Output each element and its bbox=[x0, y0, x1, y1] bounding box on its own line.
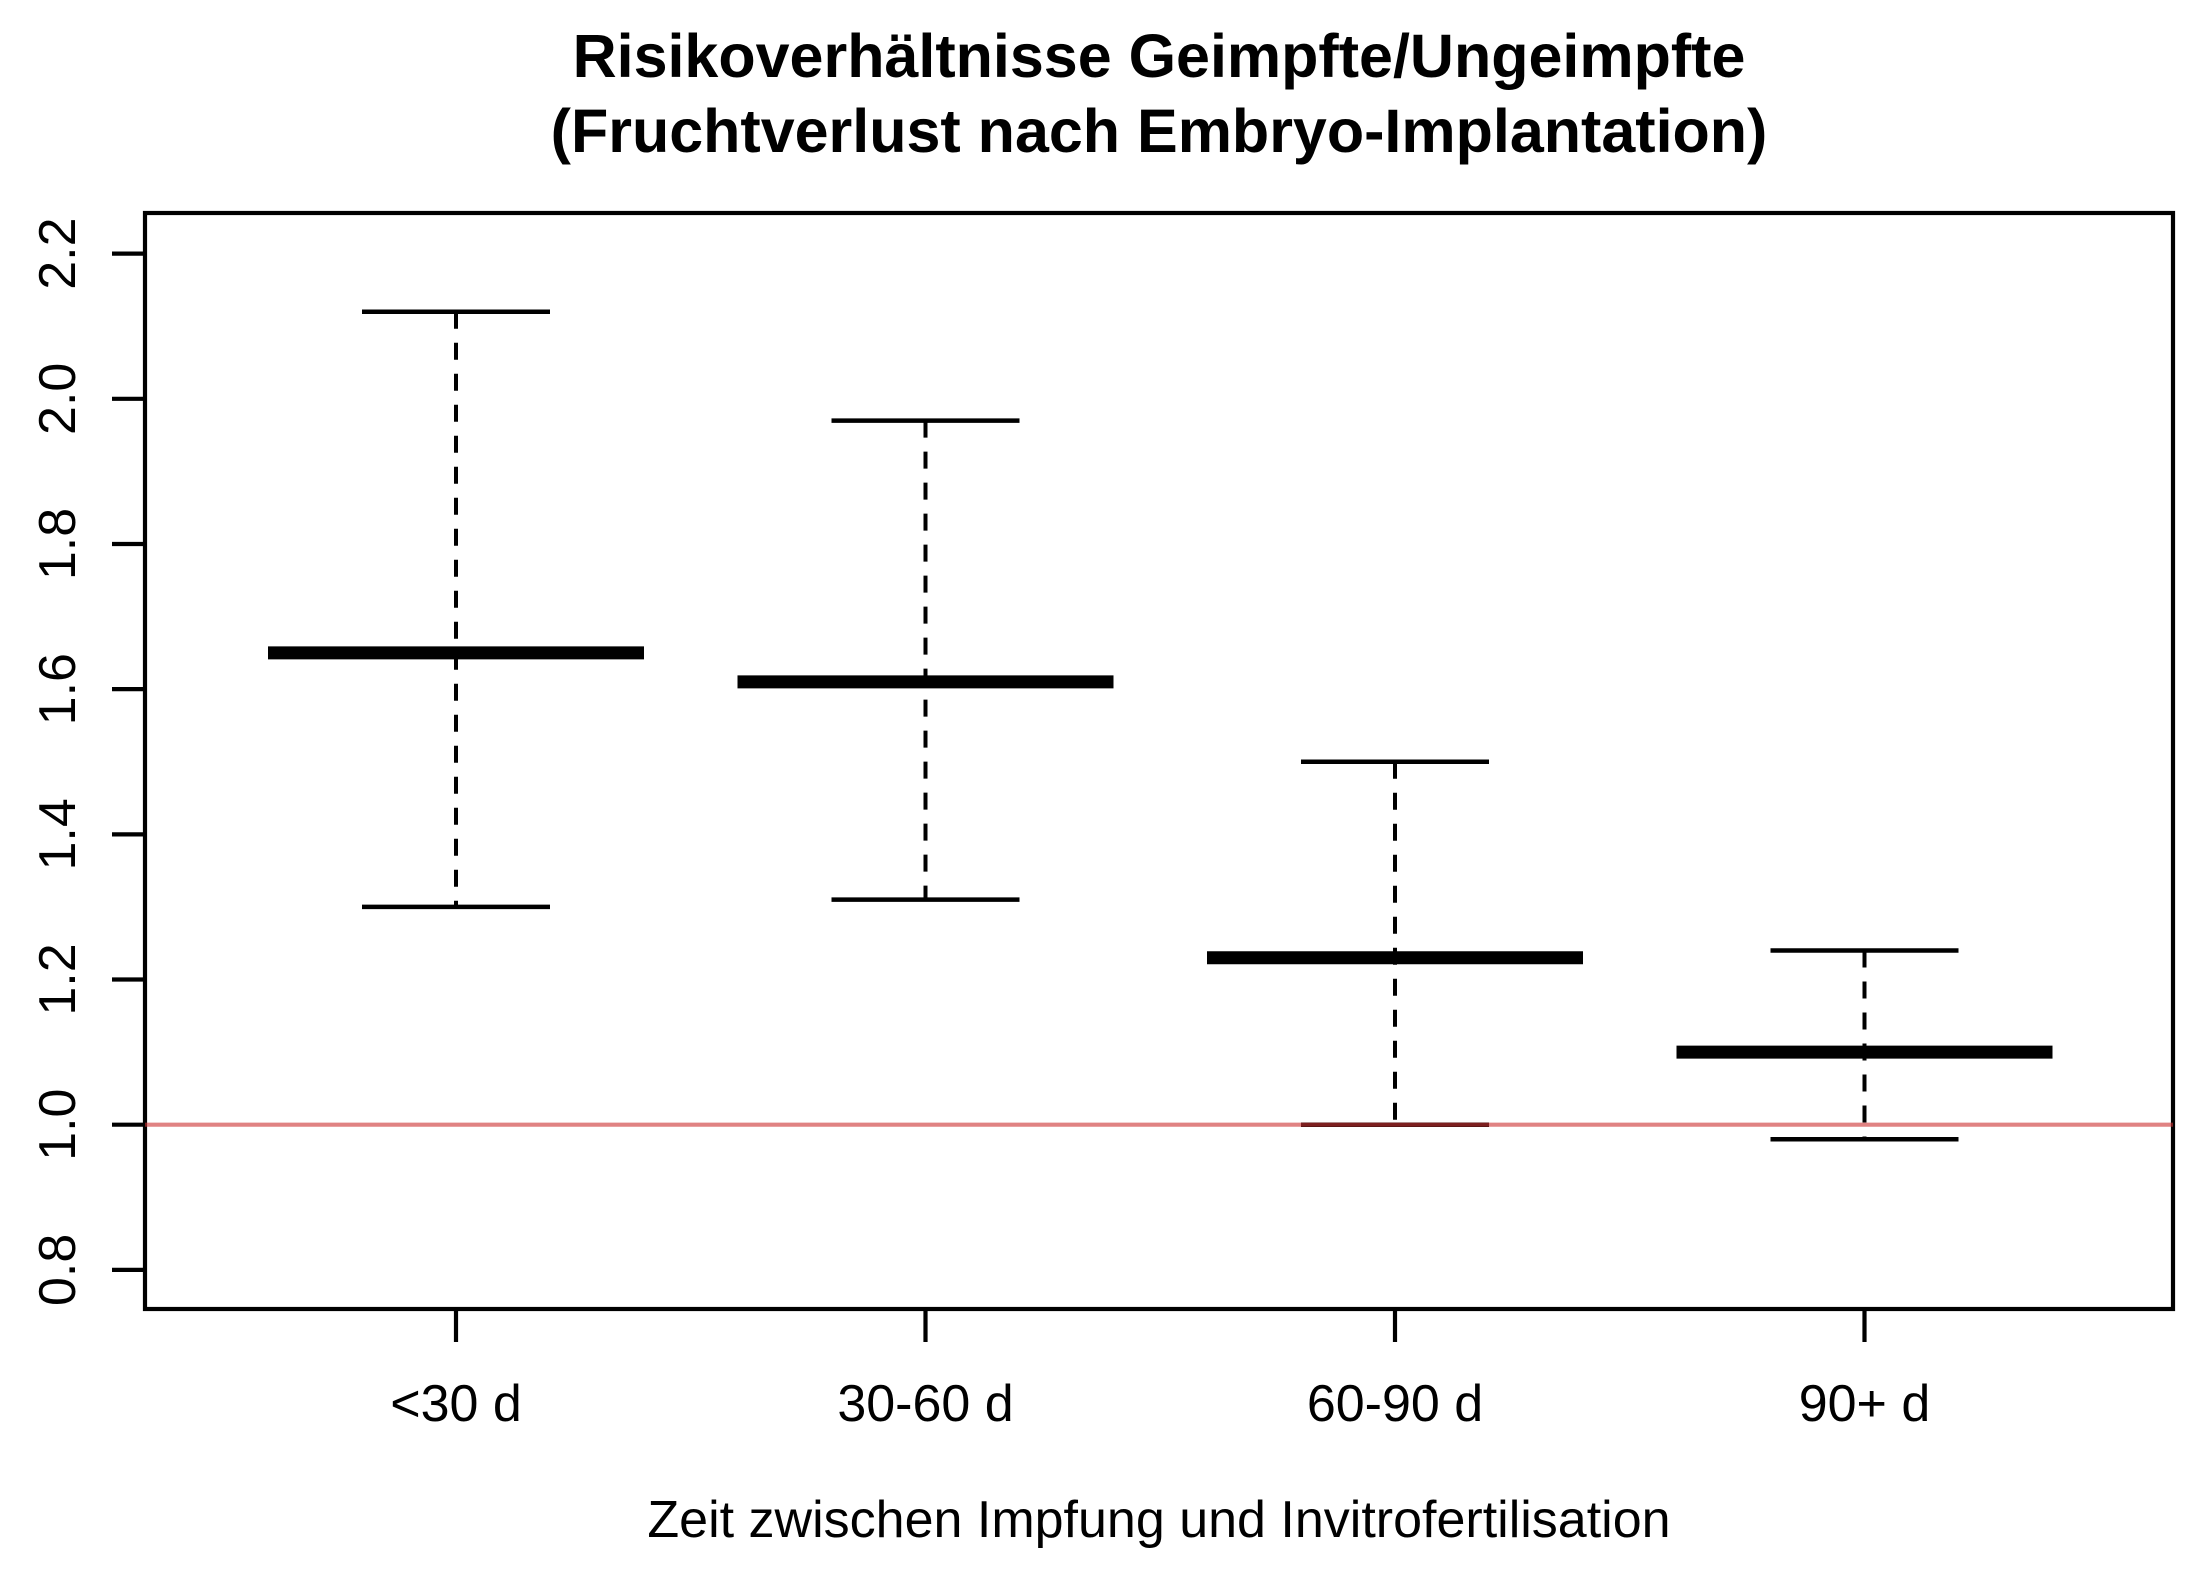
y-axis-tick-label: 2.0 bbox=[29, 363, 87, 435]
x-axis-tick-label: 30-60 d bbox=[837, 1375, 1013, 1433]
data-series-layer bbox=[268, 309, 2053, 1142]
y-axis-tick-label: 1.4 bbox=[29, 798, 87, 870]
y-axis-tick-label: 1.6 bbox=[29, 653, 87, 725]
y-axis-tick-label: 1.2 bbox=[29, 943, 87, 1015]
x-axis-tick-label: 90+ d bbox=[1799, 1375, 1931, 1433]
x-axis-tick-label: <30 d bbox=[390, 1375, 522, 1433]
y-axis-tick-label: 1.0 bbox=[29, 1089, 87, 1161]
y-axis-tick-label: 0.8 bbox=[29, 1234, 87, 1306]
y-axis-tick-label: 1.8 bbox=[29, 508, 87, 580]
chart-title-line-2: (Fruchtverlust nach Embryo-Implantation) bbox=[551, 97, 1768, 165]
y-axis-tick-label: 2.2 bbox=[29, 217, 87, 289]
chart-title-line-1: Risikoverhältnisse Geimpfte/Ungeimpfte bbox=[573, 22, 1746, 90]
plot-border bbox=[142, 210, 2176, 1312]
x-axis-title: Zeit zwischen Impfung und Invitrofertili… bbox=[647, 1491, 1670, 1549]
x-axis-tick-label: 60-90 d bbox=[1307, 1375, 1483, 1433]
axes-layer: 0.8 1.0 1.2 1.4 1.6 1.8 2.0 2.2 <30 d 30-60 d 60-9… bbox=[29, 217, 1930, 1433]
